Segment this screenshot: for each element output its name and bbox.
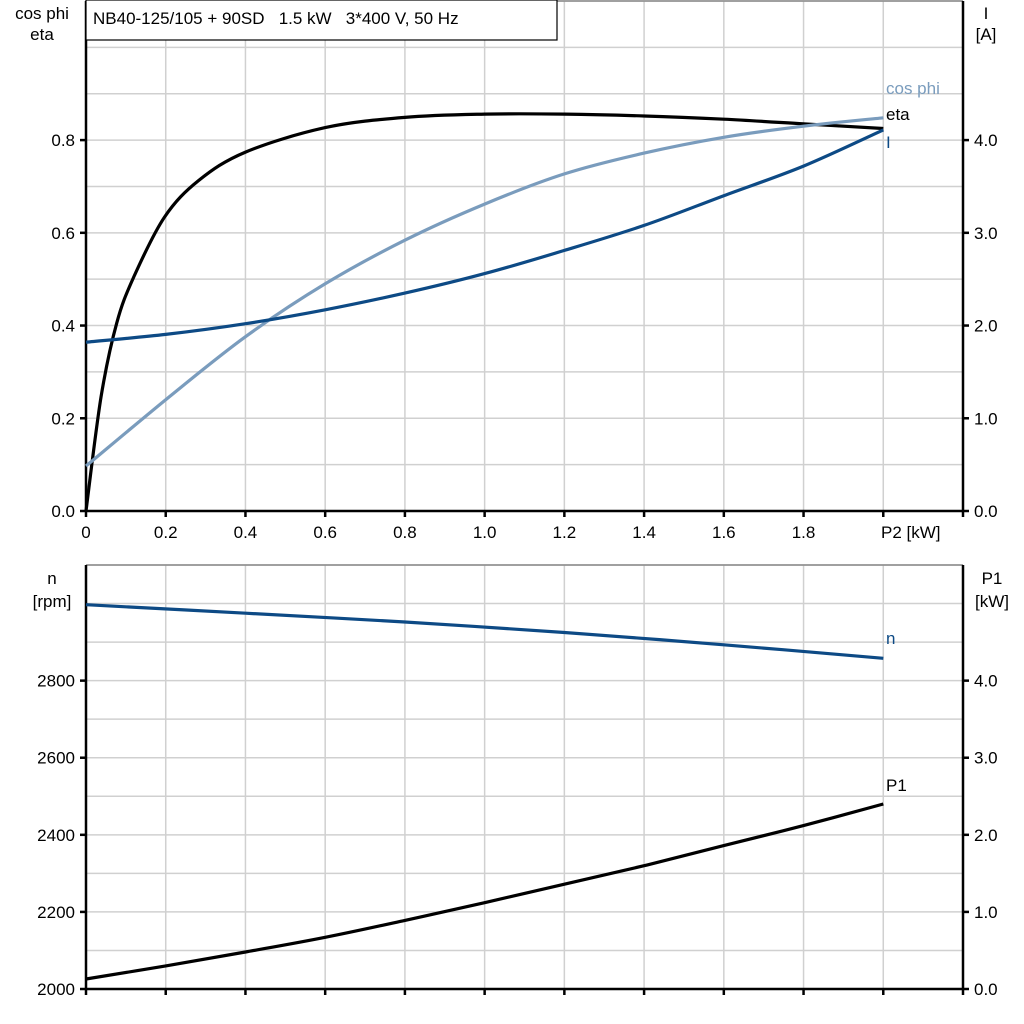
x-tick-label: 1.6 <box>712 523 736 542</box>
y2-tick-label: 2.0 <box>974 317 998 336</box>
top-grid <box>84 0 965 513</box>
left-axis-label-cosphi: cos phi <box>15 4 69 23</box>
y-tick-label: 2000 <box>37 980 75 999</box>
y-tick-label: 2400 <box>37 826 75 845</box>
top-ticks: 0 0.2 0.4 0.6 0.8 1.0 1.2 1.4 1.6 1.8 0.0 0.2 0.4 0.6… <box>51 131 997 542</box>
x-tick-label: 1.8 <box>792 523 816 542</box>
top-chart: NB40-125/105 + 90SD 1.5 kW 3*400 V, 50 H… <box>15 0 998 542</box>
y-tick-label: 0.2 <box>51 409 75 428</box>
series-line-cos-phi <box>84 116 884 468</box>
series-line-p1 <box>85 802 884 981</box>
x-tick-label: 0.4 <box>234 523 258 542</box>
top-series <box>84 112 884 512</box>
title-box <box>85 0 558 41</box>
x-tick-label: 0.6 <box>313 523 337 542</box>
bottom-chart: n [rpm] P1 [kW] 2000 2200 2400 2600 2800 0.0 1… <box>33 564 1009 999</box>
right-axis-label-p1: P1 <box>982 569 1003 588</box>
x-tick-label: 1.2 <box>553 523 577 542</box>
right-axis-label-kw: [kW] <box>975 592 1009 611</box>
series-line-i <box>85 128 884 344</box>
x-tick-label: 0.2 <box>154 523 178 542</box>
series-label-i: I <box>886 133 891 152</box>
y2-tick-label: 0.0 <box>974 502 998 521</box>
y2-tick-label: 2.0 <box>974 826 998 845</box>
series-label-p1: P1 <box>886 776 907 795</box>
bottom-ticks: 2000 2200 2400 2600 2800 0.0 1.0 2.0 3.0 4.0 <box>37 672 997 999</box>
series-label-eta: eta <box>886 105 910 124</box>
y2-tick-label: 4.0 <box>974 131 998 150</box>
series-label-cos-phi: cos phi <box>886 79 940 98</box>
y-tick-label: 0.4 <box>51 317 75 336</box>
x-tick-label: 0 <box>81 523 90 542</box>
y2-tick-label: 1.0 <box>974 409 998 428</box>
y-tick-label: 2200 <box>37 903 75 922</box>
y2-tick-label: 3.0 <box>974 749 998 768</box>
x-tick-label: 1.4 <box>632 523 656 542</box>
y2-tick-label: 0.0 <box>974 980 998 999</box>
chart-title: NB40-125/105 + 90SD 1.5 kW 3*400 V, 50 H… <box>93 9 459 28</box>
right-axis-label-unit: [A] <box>976 25 997 44</box>
y-tick-label: 0.6 <box>51 224 75 243</box>
y-tick-label: 0.0 <box>51 502 75 521</box>
y-tick-label: 2800 <box>37 672 75 691</box>
y2-tick-label: 1.0 <box>974 903 998 922</box>
y-tick-label: 0.8 <box>51 131 75 150</box>
y2-tick-label: 4.0 <box>974 672 998 691</box>
x-tick-label: 0.8 <box>393 523 417 542</box>
bottom-series <box>85 603 884 981</box>
series-line-eta <box>84 112 884 512</box>
series-label-n: n <box>886 629 895 648</box>
left-axis-label-n: n <box>47 569 56 588</box>
x-tick-label: 1.0 <box>473 523 497 542</box>
bottom-grid <box>84 564 965 991</box>
right-axis-label-i: I <box>984 4 989 23</box>
y-tick-label: 2600 <box>37 749 75 768</box>
left-axis-label-rpm: [rpm] <box>33 592 72 611</box>
series-line-n <box>85 603 884 660</box>
x-axis-label: P2 [kW] <box>881 523 941 542</box>
y2-tick-label: 3.0 <box>974 224 998 243</box>
left-axis-label-eta: eta <box>30 25 54 44</box>
